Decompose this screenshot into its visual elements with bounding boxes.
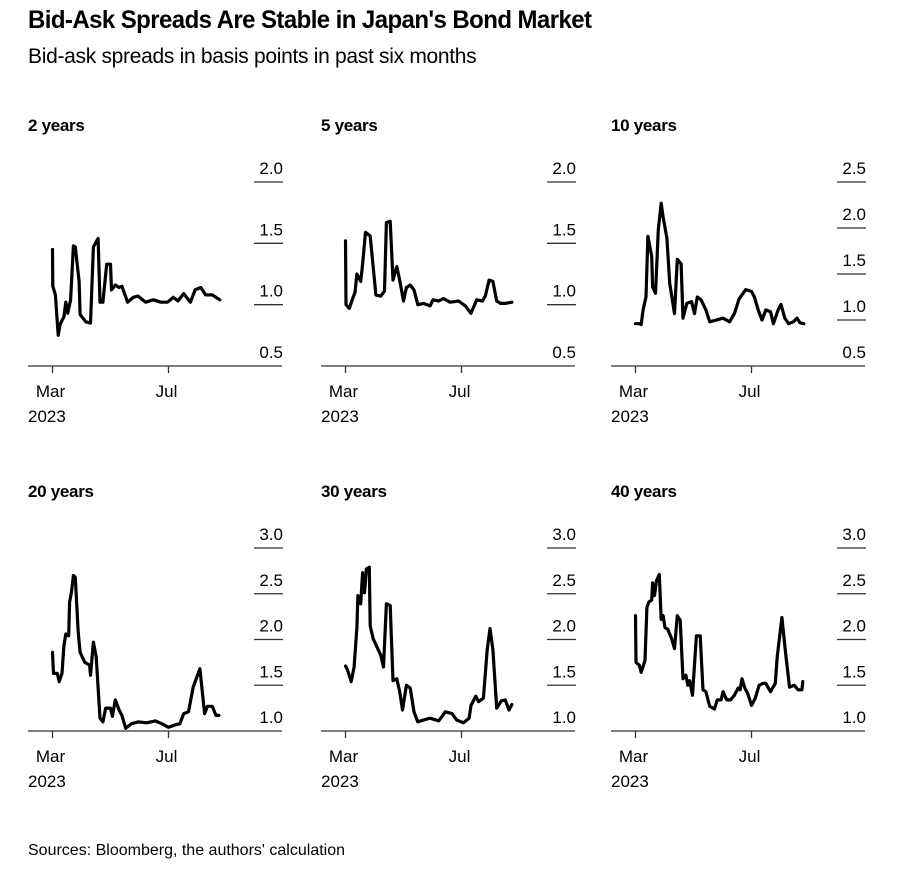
y-tick-label: 2.5 xyxy=(842,159,866,178)
x-tick-label: Jul xyxy=(739,382,761,401)
series-line xyxy=(633,572,805,711)
y-tick-label: 1.0 xyxy=(259,282,283,301)
y-tick-label: 2.0 xyxy=(842,617,866,636)
y-tick-label: 3.0 xyxy=(259,525,283,544)
panel-title-5y: 5 years xyxy=(321,116,378,135)
y-tick-label: 2.5 xyxy=(552,571,576,590)
panel-title-10y: 10 years xyxy=(611,116,677,135)
y-tick-label: 1.5 xyxy=(552,220,576,239)
series-line xyxy=(343,219,514,315)
y-tick-label: 2.0 xyxy=(552,159,576,178)
y-tick-label: 2.0 xyxy=(552,617,576,636)
x-tick-label: Mar xyxy=(36,382,66,401)
y-tick-label: 1.5 xyxy=(842,251,866,270)
x-tick-label: Jul xyxy=(449,382,471,401)
x-tick-year-label: 2023 xyxy=(28,407,66,426)
chart-subtitle: Bid-ask spreads in basis points in past … xyxy=(28,45,477,68)
y-tick-label: 2.5 xyxy=(259,571,283,590)
x-tick-label: Mar xyxy=(329,747,359,766)
x-tick-label: Mar xyxy=(619,382,649,401)
y-tick-label: 3.0 xyxy=(552,525,576,544)
x-tick-label: Jul xyxy=(449,747,471,766)
y-tick-label: 2.0 xyxy=(259,617,283,636)
x-tick-year-label: 2023 xyxy=(321,772,359,791)
series-line xyxy=(633,201,806,327)
x-tick-label: Jul xyxy=(156,382,178,401)
y-tick-label: 1.0 xyxy=(552,282,576,301)
y-tick-label: 1.0 xyxy=(842,297,866,316)
y-tick-label: 0.5 xyxy=(842,343,866,362)
series-line xyxy=(343,565,514,725)
y-tick-label: 0.5 xyxy=(552,343,576,362)
panel-title-2y: 2 years xyxy=(28,116,85,135)
y-tick-label: 1.5 xyxy=(259,220,283,239)
x-tick-label: Mar xyxy=(619,747,649,766)
x-tick-year-label: 2023 xyxy=(28,772,66,791)
y-tick-label: 2.0 xyxy=(259,159,283,178)
y-tick-label: 1.0 xyxy=(259,708,283,727)
y-tick-label: 2.0 xyxy=(842,205,866,224)
x-tick-label: Jul xyxy=(739,747,761,766)
panel-title-20y: 20 years xyxy=(28,482,94,501)
x-tick-label: Mar xyxy=(329,382,359,401)
x-tick-year-label: 2023 xyxy=(321,407,359,426)
x-tick-year-label: 2023 xyxy=(611,407,649,426)
y-tick-label: 0.5 xyxy=(259,343,283,362)
series-line xyxy=(50,573,221,730)
y-tick-label: 1.5 xyxy=(552,662,576,681)
series-line xyxy=(50,236,222,337)
y-tick-label: 1.0 xyxy=(552,708,576,727)
panel-title-40y: 40 years xyxy=(611,482,677,501)
y-tick-label: 1.5 xyxy=(259,662,283,681)
panel-title-30y: 30 years xyxy=(321,482,387,501)
source-note: Sources: Bloomberg, the authors' calcula… xyxy=(28,842,346,859)
y-tick-label: 1.5 xyxy=(842,662,866,681)
y-tick-label: 1.0 xyxy=(842,708,866,727)
y-tick-label: 3.0 xyxy=(842,525,866,544)
y-tick-label: 2.5 xyxy=(842,571,866,590)
chart-title: Bid-Ask Spreads Are Stable in Japan's Bo… xyxy=(28,6,592,34)
x-tick-label: Jul xyxy=(156,747,178,766)
x-tick-year-label: 2023 xyxy=(611,772,649,791)
x-tick-label: Mar xyxy=(36,747,66,766)
